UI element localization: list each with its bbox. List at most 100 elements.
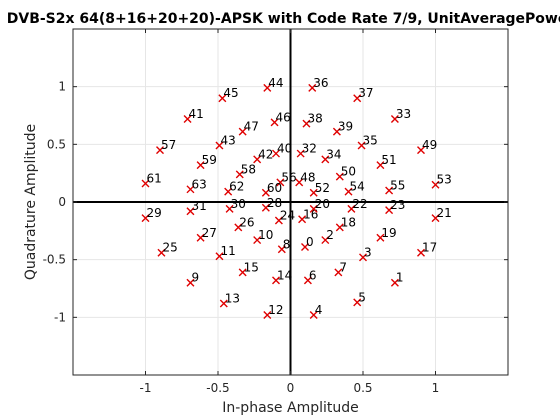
y-axis-label: Quadrature Amplitude: [23, 124, 39, 280]
data-point: 29: [141, 206, 162, 223]
x-marker: [218, 94, 227, 103]
data-point: 39: [332, 120, 353, 136]
x-marker: [272, 276, 280, 285]
data-point: 62: [224, 180, 244, 196]
data-point: 31: [186, 199, 207, 216]
point-label: 56: [281, 170, 296, 184]
data-point: 33: [390, 107, 411, 123]
x-marker: [261, 203, 270, 212]
point-label: 24: [280, 208, 295, 222]
x-marker: [141, 214, 150, 223]
x-marker: [357, 141, 366, 150]
x-marker: [274, 216, 283, 225]
x-marker: [335, 172, 344, 181]
x-marker: [186, 278, 195, 287]
x-marker: [238, 127, 247, 136]
x-marker: [344, 187, 353, 196]
x-marker: [215, 141, 224, 150]
data-point: 36: [308, 76, 329, 92]
point-label: 0: [306, 235, 314, 249]
data-point: 7: [334, 260, 347, 277]
point-label: 44: [268, 76, 283, 90]
data-point: 26: [234, 215, 255, 232]
x-marker: [263, 83, 272, 92]
point-label: 3: [364, 245, 372, 259]
data-point: 52: [309, 181, 330, 197]
point-label: 4: [315, 303, 323, 317]
point-label: 15: [244, 260, 259, 274]
data-point: 9: [186, 271, 199, 287]
data-point: 54: [344, 180, 365, 196]
point-label: 33: [396, 107, 411, 121]
x-marker: [263, 311, 272, 320]
data-point: 12: [263, 303, 284, 320]
data-point: 41: [183, 107, 204, 123]
x-marker: [157, 248, 166, 257]
x-marker: [234, 223, 243, 232]
point-label: 35: [363, 133, 378, 147]
x-tick-label: 0: [287, 381, 295, 395]
data-point: 61: [141, 172, 162, 188]
x-marker: [376, 161, 385, 170]
data-point: 59: [196, 153, 217, 170]
x-marker: [417, 146, 425, 155]
point-label: 61: [147, 172, 162, 186]
x-marker: [309, 311, 318, 320]
data-point: 2: [321, 228, 334, 245]
point-label: 18: [341, 215, 356, 229]
point-label: 10: [258, 228, 273, 242]
data-point: 8: [277, 237, 290, 254]
point-label: 58: [241, 162, 256, 176]
y-tick-label: -0.5: [43, 253, 66, 267]
data-point: 27: [196, 226, 217, 242]
x-marker: [225, 204, 234, 213]
chart-title: DVB-S2x 64(8+16+20+20)-APSK with Code Ra…: [7, 11, 560, 27]
point-label: 50: [341, 165, 356, 179]
data-point: 40: [272, 142, 292, 158]
point-label: 27: [202, 226, 217, 240]
x-marker: [347, 204, 356, 213]
data-point: 21: [431, 206, 452, 223]
x-marker: [301, 242, 309, 251]
data-point: 56: [276, 170, 297, 187]
point-label: 14: [277, 268, 292, 282]
point-label: 42: [258, 147, 273, 161]
data-point: 34: [321, 147, 342, 164]
x-marker: [253, 236, 262, 245]
data-point: 23: [385, 198, 405, 215]
x-marker: [385, 206, 394, 215]
point-label: 16: [303, 207, 318, 221]
data-point: 35: [357, 133, 378, 150]
point-label: 41: [189, 107, 204, 121]
point-label: 47: [244, 120, 259, 134]
data-point: 4: [309, 303, 323, 320]
x-marker: [308, 83, 317, 92]
x-marker: [156, 146, 164, 155]
data-point: 49: [417, 138, 437, 155]
data-point: 25: [157, 241, 178, 257]
x-marker: [335, 223, 344, 232]
point-label: 49: [422, 138, 437, 152]
point-label: 59: [202, 153, 217, 167]
point-label: 34: [326, 147, 341, 161]
data-point: 47: [238, 120, 259, 136]
data-point: 55: [385, 178, 405, 195]
x-marker: [219, 299, 228, 308]
x-marker: [272, 149, 280, 158]
x-marker: [353, 298, 362, 307]
x-marker: [385, 186, 394, 195]
data-point: 63: [186, 177, 207, 194]
data-point: 51: [376, 153, 397, 170]
data-point: 50: [335, 165, 356, 181]
data-point: 45: [218, 86, 239, 103]
point-label: 54: [350, 180, 365, 194]
x-tick-label: 1: [432, 381, 440, 395]
x-marker: [253, 155, 262, 164]
data-point: 19: [376, 226, 397, 242]
x-tick-label: -0.5: [206, 381, 229, 395]
data-point: 58: [235, 162, 256, 179]
point-label: 19: [381, 226, 396, 240]
